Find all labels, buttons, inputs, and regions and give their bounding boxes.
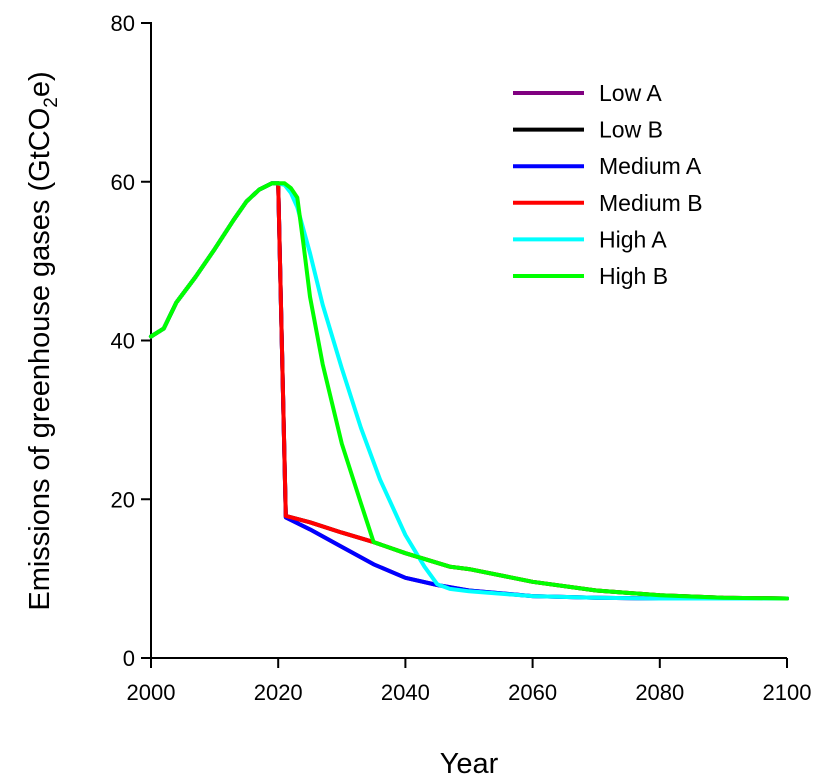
y-tick-label: 40 — [111, 329, 135, 354]
y-tick-label: 20 — [111, 487, 135, 512]
series-line-low-a — [149, 181, 789, 601]
series-line-high-b — [149, 181, 789, 601]
series-line-medium-a — [149, 181, 789, 601]
x-tick-label: 2020 — [254, 680, 303, 705]
series-lines — [149, 181, 789, 601]
series-line-medium-b — [149, 181, 789, 601]
y-axis-title-subscript: 2 — [41, 97, 62, 108]
legend-label-low-a: Low A — [599, 80, 662, 106]
legend-label-medium-b: Medium B — [599, 190, 703, 216]
legend-label-low-b: Low B — [599, 117, 663, 143]
legend: Low A Low B Medium A Medium B High A High B — [513, 80, 703, 289]
x-tick-label: 2000 — [127, 680, 176, 705]
y-tick-label: 0 — [123, 646, 135, 671]
x-axis-title: Year — [440, 748, 499, 778]
series-line-low-b — [149, 181, 789, 601]
x-tick-label: 2100 — [763, 680, 812, 705]
x-tick-label: 2080 — [635, 680, 684, 705]
legend-label-high-b: High B — [599, 263, 668, 289]
legend-label-medium-a: Medium A — [599, 153, 702, 179]
series-line-high-a — [149, 181, 789, 601]
y-tick-label: 60 — [111, 170, 135, 195]
y-tick-label: 80 — [111, 11, 135, 36]
legend-label-high-a: High A — [599, 226, 667, 252]
y-axis-title: Emissions of greenhouse gases (GtCO2e) — [24, 71, 62, 610]
y-axis-title-end: e) — [24, 71, 56, 97]
y-axis-title-main: Emissions of greenhouse gases (GtCO — [24, 108, 56, 611]
x-tick-label: 2040 — [381, 680, 430, 705]
x-tick-label: 2060 — [508, 680, 557, 705]
